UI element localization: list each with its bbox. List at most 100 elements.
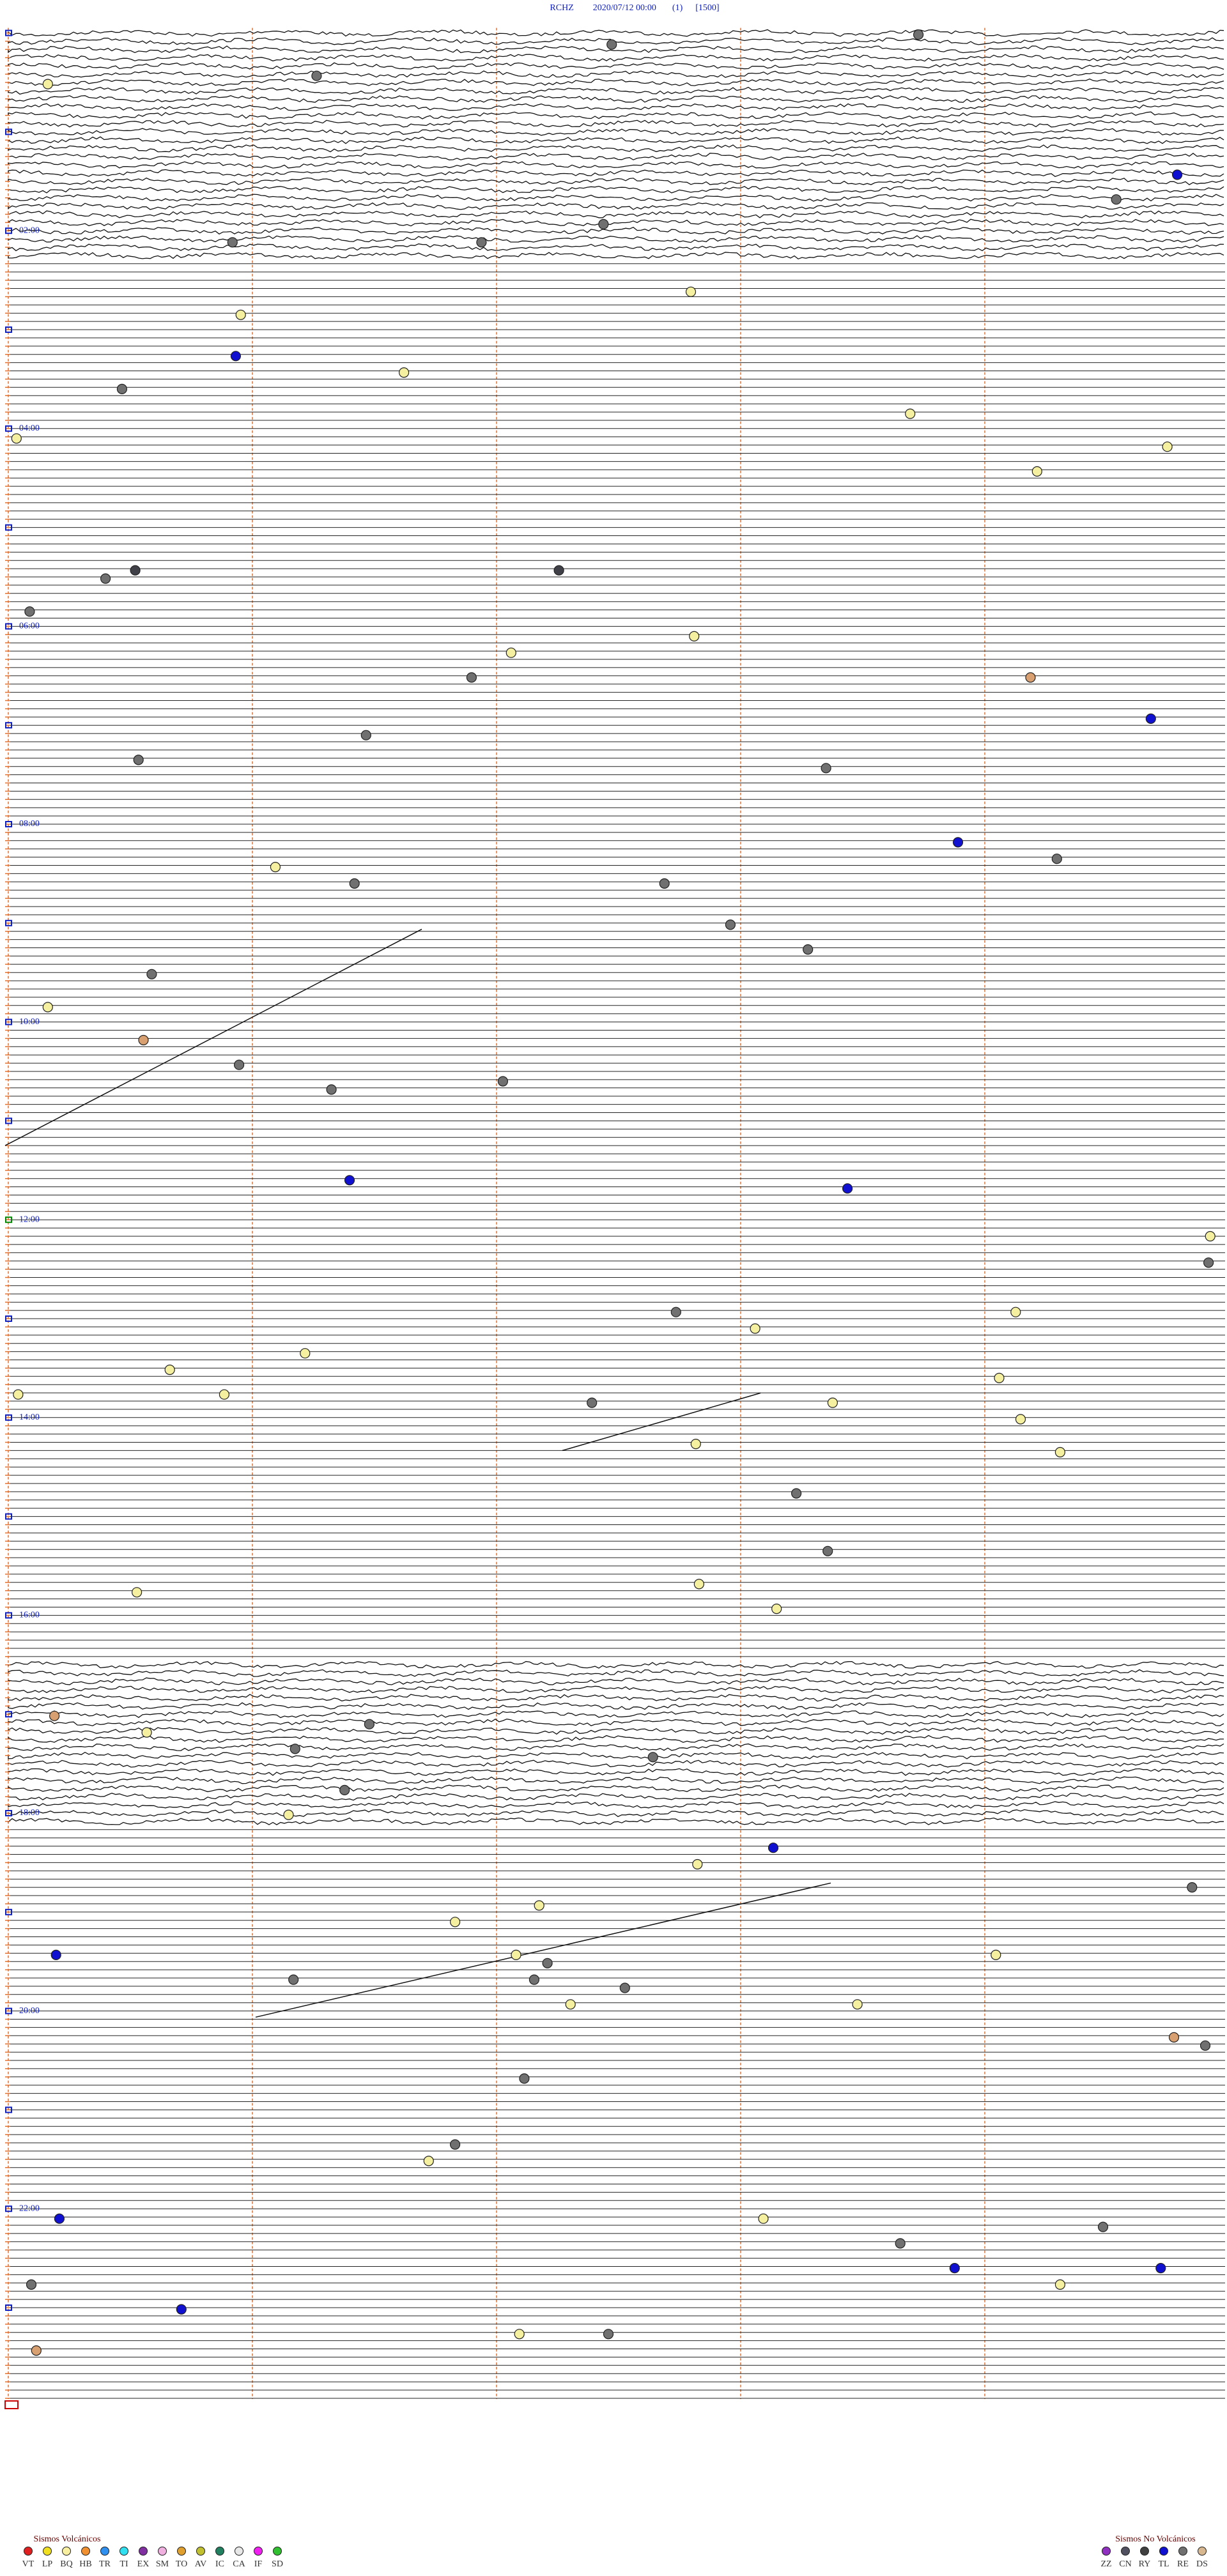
trace bbox=[8, 1784, 1224, 1793]
legend-swatch bbox=[177, 2547, 186, 2556]
event-marker bbox=[141, 1727, 152, 1738]
event-marker bbox=[476, 237, 487, 248]
event-marker bbox=[116, 383, 127, 395]
time-label: 12:00 bbox=[19, 1215, 40, 1224]
event-marker bbox=[311, 70, 322, 81]
hour-marker bbox=[5, 326, 12, 333]
event-marker bbox=[1187, 1882, 1198, 1893]
event-marker bbox=[176, 2304, 187, 2315]
trace bbox=[8, 177, 1224, 185]
event-marker bbox=[670, 1307, 681, 1317]
trace bbox=[8, 62, 1224, 70]
legend-label: SD bbox=[272, 2559, 283, 2569]
trace bbox=[8, 1743, 1224, 1751]
legend-title: Sismos No Volcánicos bbox=[1115, 2534, 1196, 2544]
legend-swatch bbox=[158, 2547, 167, 2556]
event-marker bbox=[227, 237, 238, 248]
event-marker bbox=[449, 2139, 461, 2150]
legend-label: CA bbox=[233, 2559, 245, 2569]
event-marker bbox=[283, 1809, 294, 1820]
event-marker bbox=[100, 573, 111, 584]
event-marker bbox=[647, 1752, 658, 1763]
hour-marker bbox=[5, 524, 12, 531]
trace bbox=[8, 1694, 1224, 1702]
legend-swatch bbox=[254, 2547, 263, 2556]
hour-marker bbox=[5, 919, 12, 926]
event-marker bbox=[423, 2156, 434, 2166]
hour-marker bbox=[5, 2304, 12, 2311]
legend-swatch bbox=[1198, 2547, 1207, 2556]
event-marker bbox=[1200, 2040, 1211, 2051]
hour-marker bbox=[5, 821, 12, 827]
event-marker bbox=[587, 1397, 598, 1408]
event-marker bbox=[542, 1958, 553, 1968]
legend-label: TI bbox=[120, 2559, 128, 2569]
event-marker bbox=[42, 1002, 53, 1013]
legend-swatch bbox=[139, 2547, 148, 2556]
time-label: 08:00 bbox=[19, 819, 40, 829]
legend-swatch bbox=[215, 2547, 224, 2556]
event-marker bbox=[11, 433, 22, 444]
trace bbox=[8, 78, 1224, 86]
trace bbox=[8, 70, 1224, 78]
hour-marker bbox=[5, 1513, 12, 1520]
legend-label: IF bbox=[254, 2559, 263, 2569]
event-marker bbox=[288, 1974, 299, 1985]
station: RCHZ bbox=[550, 3, 573, 13]
event-marker bbox=[692, 1859, 703, 1870]
event-marker bbox=[1015, 1414, 1026, 1425]
hour-marker bbox=[5, 128, 12, 135]
hour-marker bbox=[5, 2106, 12, 2113]
legend-label: TL bbox=[1158, 2559, 1169, 2569]
trace bbox=[8, 1719, 1224, 1727]
legend-swatch bbox=[24, 2547, 33, 2556]
trace bbox=[8, 210, 1224, 218]
event-marker bbox=[1051, 854, 1062, 864]
event-marker bbox=[42, 79, 53, 89]
event-marker bbox=[905, 408, 916, 419]
event-marker bbox=[326, 1084, 337, 1095]
trace bbox=[8, 86, 1224, 95]
event-marker bbox=[659, 878, 670, 889]
event-marker bbox=[606, 39, 617, 50]
trace bbox=[8, 1776, 1224, 1784]
legend-label: EX bbox=[137, 2559, 150, 2569]
time-label: 06:00 bbox=[19, 622, 40, 631]
event-marker bbox=[511, 1949, 521, 1960]
legend-label: CN bbox=[1119, 2559, 1131, 2569]
event-marker bbox=[505, 647, 516, 658]
event-marker bbox=[514, 2329, 525, 2340]
event-marker bbox=[1054, 2279, 1066, 2290]
trace bbox=[8, 1735, 1224, 1743]
hour-marker bbox=[5, 425, 12, 432]
event-marker bbox=[690, 1439, 701, 1450]
event-marker bbox=[24, 606, 35, 617]
time-label: 18:00 bbox=[19, 1808, 40, 1818]
event-marker bbox=[235, 309, 246, 320]
event-marker bbox=[565, 1999, 576, 2010]
event-marker bbox=[349, 878, 360, 889]
event-marker bbox=[398, 367, 410, 378]
legend-label: HB bbox=[79, 2559, 91, 2569]
time-label: 14:00 bbox=[19, 1413, 40, 1422]
hour-marker bbox=[5, 1315, 12, 1322]
event-marker bbox=[1171, 169, 1183, 180]
legend-swatch bbox=[1140, 2547, 1149, 2556]
event-marker bbox=[949, 2263, 960, 2274]
event-marker bbox=[685, 286, 697, 297]
legend-label: TR bbox=[99, 2559, 111, 2569]
event-marker bbox=[132, 1587, 143, 1598]
event-marker bbox=[1168, 2032, 1180, 2043]
event-marker bbox=[689, 631, 700, 642]
legend-swatch bbox=[196, 2547, 205, 2556]
trace bbox=[8, 227, 1224, 235]
header: RCHZ 2020/07/12 00:00 (1) [1500] bbox=[550, 3, 719, 13]
legend-swatch bbox=[1102, 2547, 1111, 2556]
trace bbox=[8, 202, 1224, 210]
trace bbox=[8, 1751, 1224, 1759]
hour-marker bbox=[5, 227, 12, 234]
event-marker bbox=[822, 1545, 833, 1556]
event-marker bbox=[270, 861, 281, 873]
hour-marker bbox=[5, 722, 12, 729]
event-marker bbox=[364, 1719, 375, 1729]
